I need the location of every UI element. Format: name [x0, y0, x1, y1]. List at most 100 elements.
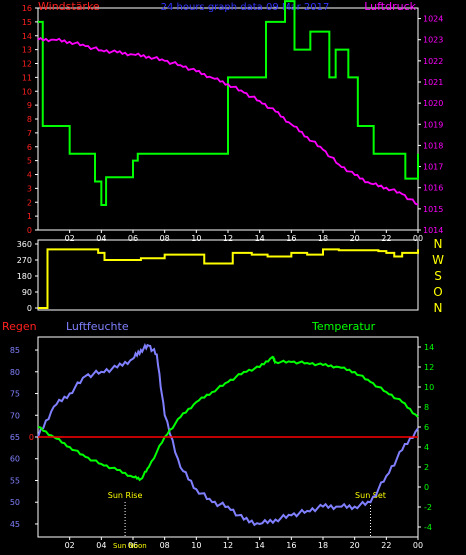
- top-panel-series: [37, 0, 419, 207]
- middle-panel-frame: [37, 239, 419, 311]
- top-panel-right-ticks: 1014 1015 1016 1017 1018 1019 1020 1021 1022 1023…: [418, 15, 443, 235]
- annotation-label: Sun Set: [355, 491, 386, 500]
- bottom-panel-temperature-ticks: -4 -2 0 2 4 6 8 10 12 14: [418, 343, 434, 532]
- bottom-temperature-tick-label: 12: [424, 363, 434, 372]
- bottom-humidity-tick-label: 50: [10, 498, 20, 507]
- top-right-tick-label: 1024: [423, 15, 443, 24]
- top-panel: Windstärke 24 hours graph data 09 Mar 20…: [22, 0, 444, 243]
- top-panel-left-axis-label: Windstärke: [38, 0, 100, 13]
- compass-label: S: [434, 269, 442, 283]
- top-x-tick-label: 12: [223, 234, 233, 243]
- bottom-temperature-tick-label: 4: [424, 443, 429, 452]
- bottom-panel-temperature-label: Temperatur: [311, 320, 376, 333]
- top-x-tick-label: 06: [128, 234, 138, 243]
- top-series-wind-line: [38, 0, 419, 207]
- bottom-temperature-tick-label: 6: [424, 423, 429, 432]
- middle-y-tick-label: 180: [17, 272, 32, 281]
- top-right-tick-label: 1022: [423, 57, 443, 66]
- bottom-x-tick-label: 10: [191, 541, 201, 550]
- bottom-humidity-tick-label: 60: [10, 455, 20, 464]
- bottom-humidity-tick-label: 70: [10, 411, 20, 420]
- bottom-rain-tick-label: 0: [29, 433, 34, 442]
- top-left-tick-label: 10: [22, 87, 32, 96]
- top-x-tick-label: 20: [350, 234, 360, 243]
- top-left-tick-label: 12: [22, 60, 32, 69]
- top-series-pressure-line: [37, 36, 419, 206]
- top-left-tick-label: 8: [27, 115, 32, 124]
- bottom-temperature-tick-label: 10: [424, 383, 434, 392]
- bottom-x-tick-label: 04: [96, 541, 106, 550]
- bottom-panel-series: [37, 343, 419, 527]
- top-right-tick-label: 1023: [423, 36, 443, 45]
- bottom-x-tick-label: 02: [65, 541, 75, 550]
- top-right-tick-label: 1018: [423, 141, 443, 150]
- bottom-panel-regen-label: Regen: [2, 320, 37, 333]
- middle-panel-series: [38, 248, 419, 309]
- top-x-tick-label: 08: [160, 234, 170, 243]
- bottom-x-tick-label: 14: [255, 541, 265, 550]
- top-panel-title: 24 hours graph data 09 Mar 2017: [161, 2, 330, 13]
- top-x-tick-label: 02: [65, 234, 75, 243]
- bottom-panel-humidity-ticks: 45 50 55 60 65 70 75 80 85: [10, 346, 38, 529]
- top-panel-x-ticks: 02 04 06 08 10 12 14 16 18 20 22 00: [65, 230, 423, 243]
- bottom-panel: Regen Luftfeuchte Temperatur 45505560657…: [2, 320, 434, 550]
- bottom-x-tick-label: 00: [413, 541, 423, 550]
- top-left-tick-label: 16: [22, 4, 32, 13]
- middle-series-direction-line: [38, 248, 419, 309]
- bottom-temperature-tick-label: 2: [424, 463, 429, 472]
- middle-y-tick-label: 90: [22, 288, 32, 297]
- bottom-x-tick-label: 08: [160, 541, 170, 550]
- bottom-humidity-tick-label: 55: [10, 476, 20, 485]
- bottom-panel-humidity-label: Luftfeuchte: [66, 320, 129, 333]
- top-right-tick-label: 1016: [423, 184, 443, 193]
- bottom-temperature-tick-label: 8: [424, 403, 429, 412]
- bottom-temperature-tick-label: 14: [424, 343, 434, 352]
- compass-label: N: [434, 301, 443, 315]
- top-left-tick-label: 1: [27, 212, 32, 221]
- middle-y-tick-label: 270: [17, 256, 32, 265]
- annotation-label: Sun Rise: [108, 491, 143, 500]
- top-right-tick-label: 1014: [423, 226, 443, 235]
- bottom-x-tick-label: 16: [286, 541, 296, 550]
- top-x-tick-label: 14: [255, 234, 265, 243]
- bottom-panel-annotations: Sun Rise Sun Set Sun Noon: [108, 491, 386, 550]
- top-panel-right-axis-label: Luftdruck: [364, 0, 416, 13]
- top-left-tick-label: 7: [27, 129, 32, 138]
- middle-y-tick-label: 0: [27, 304, 32, 313]
- top-left-tick-label: 11: [22, 73, 32, 82]
- top-left-tick-label: 13: [22, 46, 32, 55]
- middle-panel-y-ticks: 0 90 180 270 360: [17, 240, 38, 313]
- bottom-series-temperature-line: [37, 355, 419, 482]
- compass-label: O: [433, 285, 442, 299]
- compass-label: W: [432, 253, 444, 267]
- top-left-tick-label: 9: [27, 101, 32, 110]
- top-left-tick-label: 6: [27, 143, 32, 152]
- top-x-tick-label: 16: [286, 234, 296, 243]
- bottom-humidity-tick-label: 45: [10, 520, 20, 529]
- bottom-panel-rain-tick: 0: [29, 433, 34, 442]
- compass-label: N: [434, 237, 443, 251]
- top-left-tick-label: 0: [27, 226, 32, 235]
- top-right-tick-label: 1015: [423, 205, 443, 214]
- bottom-humidity-tick-label: 75: [10, 390, 20, 399]
- top-x-tick-label: 00: [413, 234, 423, 243]
- top-right-tick-label: 1021: [423, 78, 443, 87]
- bottom-humidity-tick-label: 65: [10, 433, 20, 442]
- bottom-x-tick-label: 12: [223, 541, 233, 550]
- top-x-tick-label: 22: [381, 234, 391, 243]
- bottom-x-tick-label: 06: [128, 541, 138, 550]
- bottom-x-tick-label: 22: [381, 541, 391, 550]
- top-right-tick-label: 1017: [423, 163, 443, 172]
- bottom-temperature-tick-label: -2: [424, 503, 432, 512]
- top-left-tick-label: 3: [27, 184, 32, 193]
- top-right-tick-label: 1019: [423, 120, 443, 129]
- bottom-humidity-tick-label: 85: [10, 346, 20, 355]
- bottom-series-humidity-line: [37, 343, 419, 527]
- bottom-humidity-tick-label: 80: [10, 368, 20, 377]
- bottom-x-tick-label: 20: [350, 541, 360, 550]
- top-x-tick-label: 10: [191, 234, 201, 243]
- top-right-tick-label: 1020: [423, 99, 443, 108]
